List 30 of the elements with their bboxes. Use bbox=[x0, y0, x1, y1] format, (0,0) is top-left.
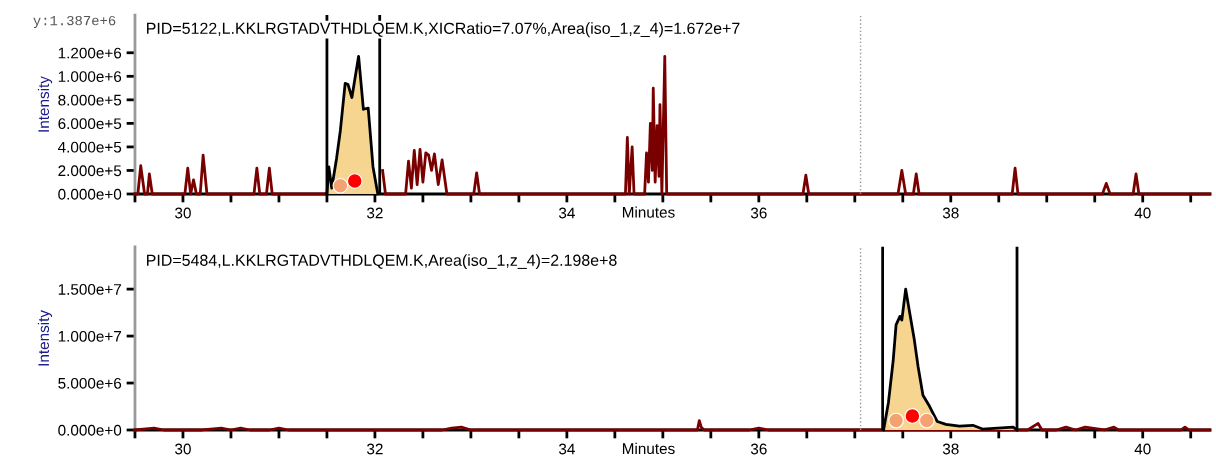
y-tick-label: 2.000e+5 bbox=[58, 165, 122, 177]
y-tick-label: 1.000e+7 bbox=[58, 330, 122, 342]
y-tick-label: 6.000e+5 bbox=[58, 118, 122, 130]
y-tick-label: 0.000e+0 bbox=[58, 424, 122, 436]
x-axis-title: Minutes bbox=[622, 442, 675, 455]
x-tick-label: 36 bbox=[750, 443, 767, 455]
y-tick-label: 0.000e+0 bbox=[58, 188, 122, 200]
x-tick-label: 30 bbox=[175, 443, 191, 455]
y-axis-title: Intensity bbox=[37, 76, 53, 132]
x-tick-label: 34 bbox=[558, 207, 575, 219]
x-axis-title: Minutes bbox=[622, 206, 675, 218]
y-tick-label: 4.000e+5 bbox=[57, 141, 122, 153]
chart-title: PID=5122,L.KKLRGTADVTHDLQEM.K,XICRatio=7.07%,Area(iso_1,z_4)=1.672e+7 bbox=[147, 22, 740, 38]
x-tick-label: 38 bbox=[942, 207, 959, 219]
y-tick-label: 1.000e+6 bbox=[58, 71, 122, 82]
text: y:1.387e+6 bbox=[33, 15, 116, 29]
y-tick-label: 5.000e+6 bbox=[58, 377, 122, 389]
chart-title: PID=5484,L.KKLRGTADVTHDLQEM.K,Area(iso_1,z_4)=2.198e+8 bbox=[147, 254, 617, 270]
x-tick-label: 30 bbox=[175, 207, 191, 219]
x-tick-label: 32 bbox=[367, 207, 383, 219]
y-axis-title: Intensity bbox=[37, 310, 53, 366]
y-tick-label: 1.200e+6 bbox=[58, 47, 122, 59]
x-tick-label: 34 bbox=[558, 443, 575, 455]
y-tick-label: 8.000e+5 bbox=[58, 94, 122, 106]
x-tick-label: 36 bbox=[750, 207, 767, 219]
y-tick-label: 1.500e+7 bbox=[58, 283, 122, 295]
x-tick-label: 38 bbox=[942, 443, 959, 455]
x-tick-label: 32 bbox=[367, 443, 383, 455]
x-tick-label: 40 bbox=[1134, 443, 1151, 455]
x-tick-label: 40 bbox=[1134, 207, 1151, 219]
